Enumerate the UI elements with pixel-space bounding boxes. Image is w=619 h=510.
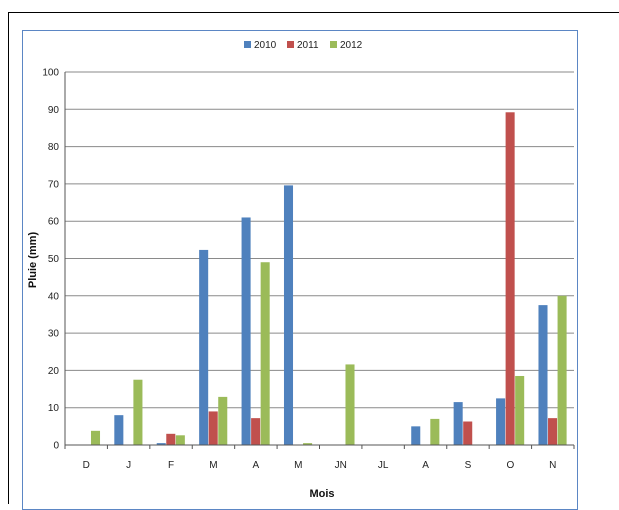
bar-2012-f[interactable]: [175, 435, 185, 445]
y-tick-label: 70: [48, 179, 60, 190]
bar-2012-j[interactable]: [133, 379, 143, 445]
y-tick-label: 0: [53, 441, 59, 452]
bar-2010-n[interactable]: [538, 305, 548, 445]
x-tick-label: A: [253, 460, 260, 471]
bar-2010-s[interactable]: [453, 402, 463, 445]
bar-2011-a[interactable]: [251, 418, 261, 445]
x-tick-label: J: [126, 460, 131, 471]
bar-2011-f[interactable]: [166, 433, 176, 445]
y-tick-label: 50: [48, 254, 60, 265]
y-tick-label: 100: [42, 68, 59, 79]
y-tick-label: 20: [48, 366, 60, 377]
legend-label-2012: 2012: [340, 40, 363, 51]
legend-swatch-2010: [244, 41, 251, 48]
x-tick-label: JN: [335, 460, 347, 471]
x-axis-title: Mois: [309, 488, 334, 500]
y-tick-label: 90: [48, 105, 60, 116]
x-tick-label: A: [422, 460, 429, 471]
bar-2010-m[interactable]: [283, 185, 294, 445]
gridlines: [65, 71, 574, 409]
outer-frame: [8, 12, 619, 504]
bar-2011-m[interactable]: [208, 411, 218, 445]
y-tick-label: 60: [48, 217, 60, 228]
legend-label-2010: 2010: [254, 40, 277, 51]
y-axis-title: Pluie (mm): [27, 232, 39, 289]
x-tick-label: JL: [378, 460, 389, 471]
x-tick-label: S: [465, 460, 472, 471]
bars: [90, 112, 567, 445]
bar-2011-n[interactable]: [548, 418, 558, 445]
y-tick-label: 80: [48, 142, 60, 153]
x-tick-label: N: [549, 460, 556, 471]
legend-label-2011: 2011: [297, 40, 319, 51]
x-tick-label: O: [506, 460, 514, 471]
bar-2012-m[interactable]: [303, 443, 313, 445]
y-tick-label: 30: [48, 329, 60, 340]
bar-2011-s[interactable]: [463, 421, 473, 445]
bar-2012-n[interactable]: [557, 295, 567, 445]
bar-2010-a[interactable]: [411, 426, 421, 445]
legend-swatch-2011: [287, 41, 294, 48]
bar-2010-j[interactable]: [114, 415, 124, 445]
x-tick-label: M: [294, 460, 302, 471]
x-tick-label: M: [209, 460, 217, 471]
bar-2012-o[interactable]: [515, 375, 525, 445]
axes: 0 10 20 30 40 50 60 70 80 90 100 D J F M A M JN JL A S O N: [42, 68, 575, 471]
legend[interactable]: 2010 2011 2012: [244, 40, 363, 51]
bar-2011-o[interactable]: [505, 112, 515, 445]
bar-2012-a[interactable]: [430, 418, 440, 445]
bar-2010-a[interactable]: [241, 217, 251, 445]
bar-2012-jn[interactable]: [345, 364, 355, 445]
bar-2010-f[interactable]: [156, 443, 166, 445]
bar-2010-m[interactable]: [199, 249, 209, 445]
legend-swatch-2012: [330, 41, 337, 48]
y-tick-label: 40: [48, 291, 60, 302]
bar-2012-m[interactable]: [218, 396, 228, 445]
y-tick-label: 10: [48, 403, 60, 414]
bar-2010-o[interactable]: [496, 398, 506, 445]
bar-2012-d[interactable]: [90, 430, 101, 445]
x-tick-label: D: [83, 460, 90, 471]
bar-2012-a[interactable]: [260, 262, 270, 445]
x-tick-label: F: [168, 460, 174, 471]
